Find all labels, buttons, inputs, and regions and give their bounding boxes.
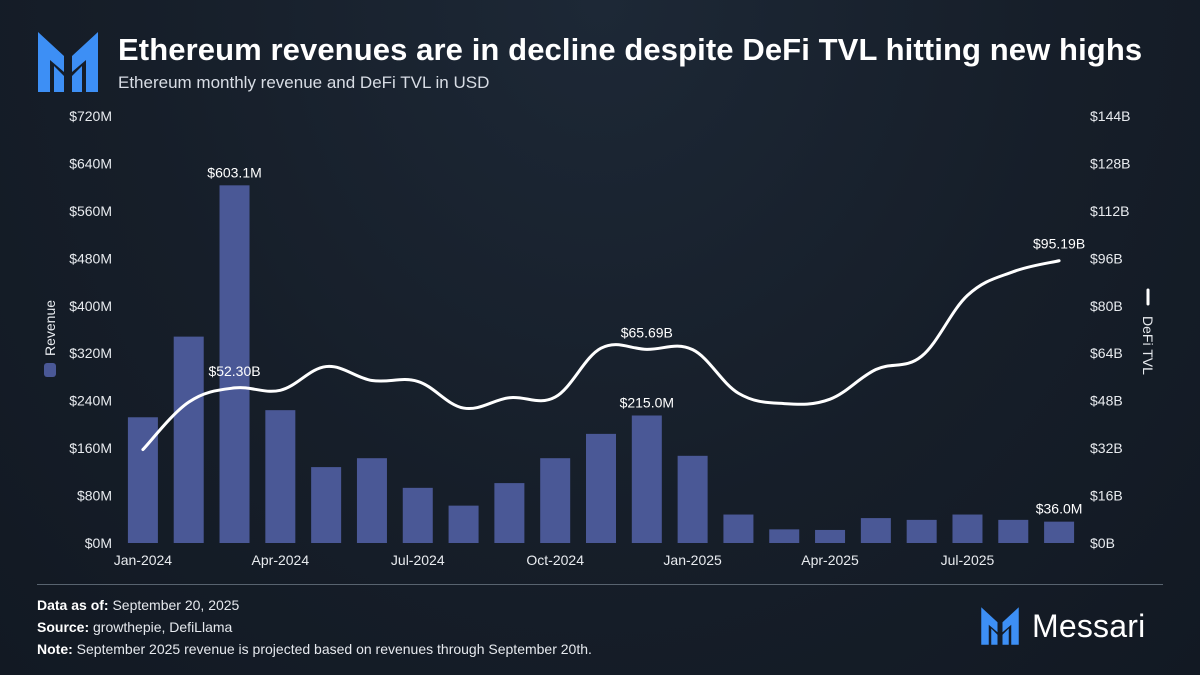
legend-revenue-swatch <box>44 363 56 377</box>
y-tick-right: $64B <box>1090 345 1123 361</box>
legend-tvl-label: DeFi TVL <box>1140 316 1156 375</box>
revenue-bar <box>998 519 1029 543</box>
bar-data-label: $603.1M <box>207 164 261 180</box>
y-tick-left: $160M <box>69 440 112 456</box>
x-tick-label: Jul-2025 <box>941 552 995 568</box>
revenue-bar <box>677 455 708 543</box>
y-axis-right: $0B $16B $32B $48B $64B $80B $96B $112B $128B $14… <box>1090 108 1130 551</box>
x-tick-label: Jan-2025 <box>663 552 722 568</box>
y-tick-left: $400M <box>69 298 112 314</box>
data-as-of-label: Data as of: <box>37 597 109 613</box>
footer-note: Note: September 2025 revenue is projecte… <box>37 641 592 657</box>
legend-tvl: DeFi TVL <box>1140 288 1156 375</box>
revenue-bar <box>769 529 800 543</box>
y-tick-right: $112B <box>1090 203 1129 219</box>
x-tick-label: Apr-2025 <box>801 552 859 568</box>
bar-data-label: $215.0M <box>620 394 674 410</box>
revenue-bar <box>906 519 937 543</box>
y-tick-right: $48B <box>1090 393 1123 409</box>
y-tick-left: $0M <box>85 535 112 551</box>
revenue-bar <box>311 467 342 543</box>
revenue-bar <box>219 185 250 544</box>
source-value: growthepie, DefiLlama <box>93 619 233 635</box>
revenue-bar <box>494 483 525 543</box>
line-data-label: $65.69B <box>621 324 673 340</box>
revenue-bar <box>631 415 662 543</box>
x-tick-label: Jan-2024 <box>114 552 173 568</box>
y-tick-right: $80B <box>1090 298 1123 314</box>
tvl-line <box>141 259 1061 452</box>
y-tick-right: $144B <box>1090 108 1130 124</box>
revenue-bars <box>127 185 1075 544</box>
revenue-bar <box>402 487 433 543</box>
revenue-bar <box>586 433 616 543</box>
brand-logo: Messari <box>980 606 1145 646</box>
y-tick-left: $480M <box>69 250 112 266</box>
y-tick-left: $240M <box>69 393 112 409</box>
line-data-label: $52.30B <box>208 363 260 379</box>
messari-logo-icon <box>981 607 1019 645</box>
chart-subtitle: Ethereum monthly revenue and DeFi TVL in… <box>118 73 490 92</box>
data-labels: $603.1M $215.0M $36.0M $52.30B $65.69B $95.19… <box>207 164 1085 516</box>
legend-revenue-label: Revenue <box>42 300 58 356</box>
legend-revenue: Revenue <box>42 300 58 377</box>
x-tick-label: Oct-2024 <box>526 552 584 568</box>
revenue-bar <box>540 458 571 543</box>
brand-name: Messari <box>1032 607 1146 644</box>
bar-data-label: $36.0M <box>1036 501 1083 517</box>
data-as-of-value: September 20, 2025 <box>112 597 240 613</box>
y-tick-left: $80M <box>77 488 112 504</box>
y-tick-left: $560M <box>69 203 112 219</box>
revenue-bar <box>356 458 387 543</box>
revenue-bar <box>448 505 479 543</box>
y-tick-right: $128B <box>1090 155 1130 171</box>
messari-logo-icon <box>38 32 98 92</box>
revenue-bar <box>815 529 846 543</box>
line-data-label: $95.19B <box>1033 236 1085 252</box>
footer-source: Source: growthepie, DefiLlama <box>37 619 232 635</box>
revenue-bar <box>723 514 754 543</box>
y-tick-right: $0B <box>1090 535 1115 551</box>
source-label: Source: <box>37 619 90 635</box>
x-tick-label: Apr-2024 <box>252 552 310 568</box>
y-axis-left: $0M $80M $160M $240M $320M $400M $480M $560M $64… <box>69 108 112 551</box>
x-axis: Jan-2024 Apr-2024 Jul-2024 Oct-2024 Jan-2025… <box>114 552 995 568</box>
combo-chart: $0M $80M $160M $240M $320M $400M $480M $560M $64… <box>42 108 1156 568</box>
revenue-bar <box>1044 521 1075 543</box>
note-label: Note: <box>37 641 73 657</box>
revenue-bar <box>952 514 983 543</box>
y-tick-right: $16B <box>1090 488 1123 504</box>
revenue-bar <box>860 518 891 543</box>
footer-data-as-of: Data as of: September 20, 2025 <box>37 597 239 613</box>
footer-divider <box>37 584 1163 585</box>
y-tick-left: $640M <box>69 155 112 171</box>
y-tick-left: $320M <box>69 345 112 361</box>
y-tick-right: $32B <box>1090 440 1123 456</box>
revenue-bar <box>265 410 296 543</box>
note-value: September 2025 revenue is projected base… <box>76 641 592 657</box>
y-tick-right: $96B <box>1090 250 1123 266</box>
chart-title: Ethereum revenues are in decline despite… <box>118 32 1143 67</box>
revenue-bar <box>173 336 204 543</box>
x-tick-label: Jul-2024 <box>391 552 445 568</box>
y-tick-left: $720M <box>69 108 112 124</box>
